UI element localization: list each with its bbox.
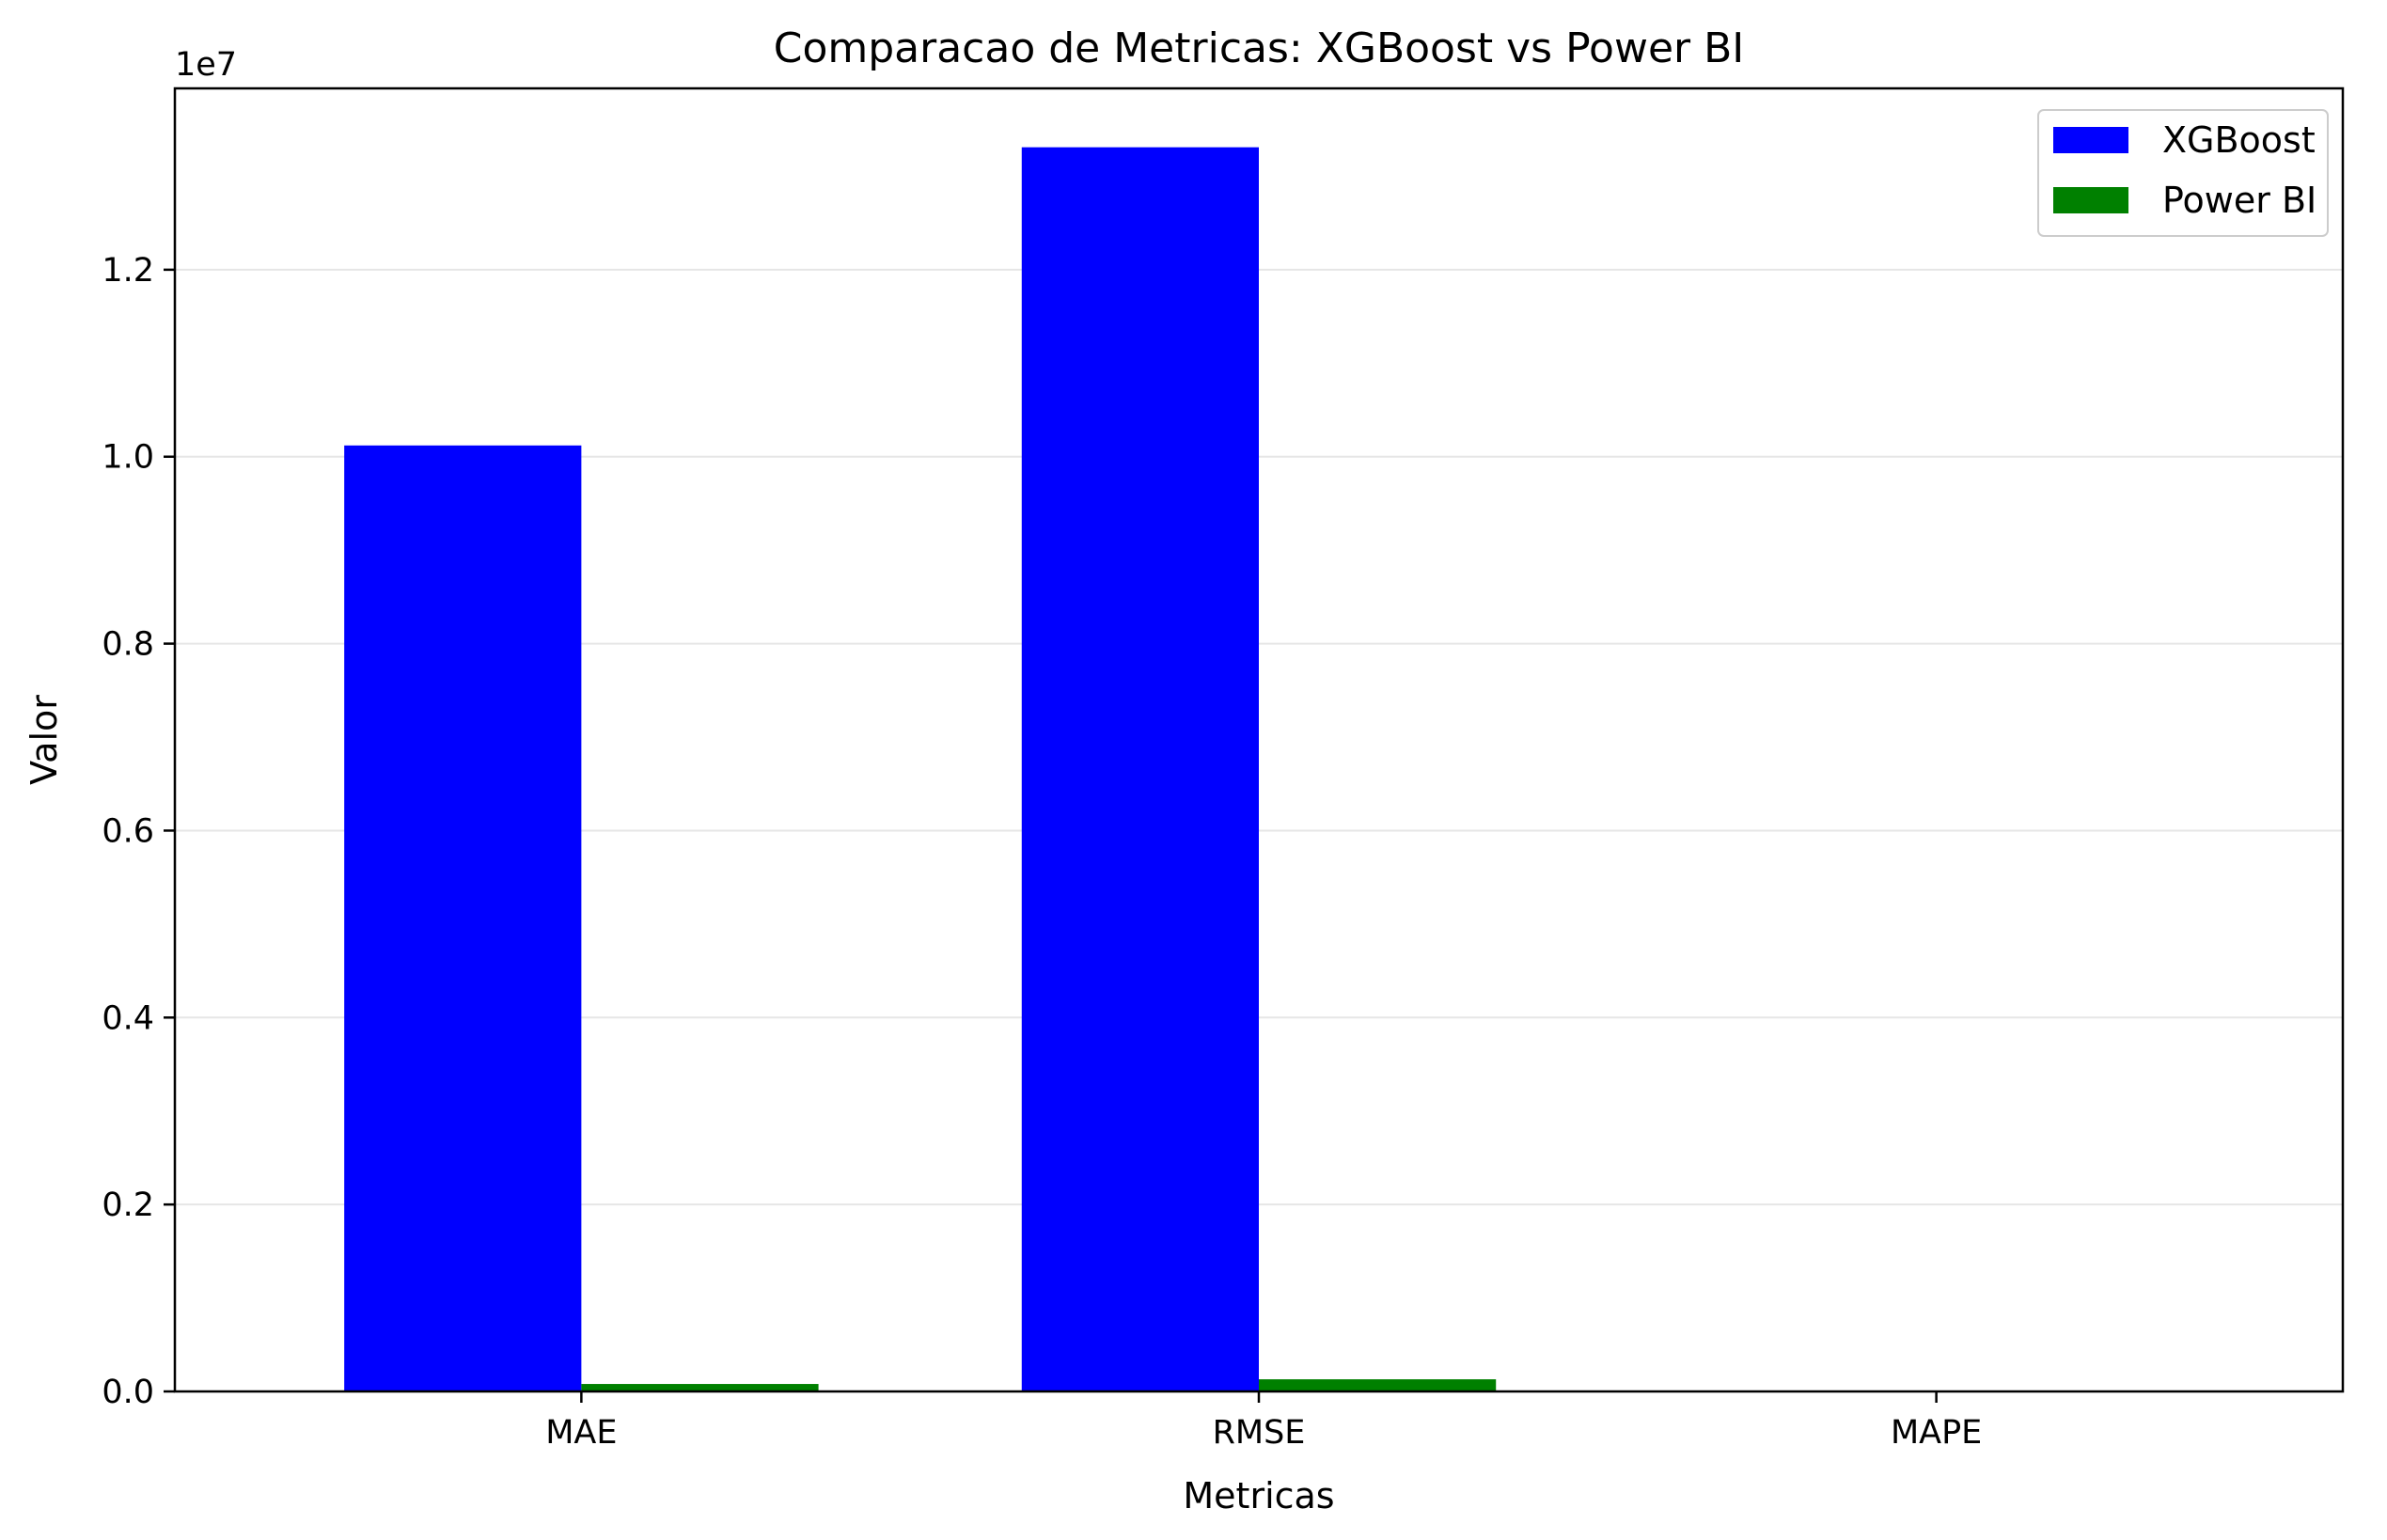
- legend-label-power-bi: Power BI: [2162, 180, 2316, 221]
- y-tick-label: 0.2: [102, 1186, 154, 1224]
- y-axis-offset-text: 1e7: [175, 46, 237, 84]
- legend: XGBoost Power BI: [2037, 109, 2329, 237]
- bar-xgboost-mae: [344, 445, 582, 1391]
- y-axis-label: Valor: [24, 695, 65, 785]
- x-tick-label-mape: MAPE: [1891, 1414, 1982, 1452]
- bar-power-bi-mae: [581, 1384, 819, 1391]
- bar-xgboost-rmse: [1021, 147, 1259, 1392]
- legend-swatch-power-bi: [2053, 187, 2128, 213]
- legend-label-xgboost: XGBoost: [2162, 119, 2316, 161]
- y-tick-label: 0.4: [102, 999, 154, 1037]
- y-tick-label: 1.2: [102, 252, 154, 290]
- bars: [344, 147, 2174, 1392]
- legend-items: XGBoost Power BI: [2053, 119, 2316, 221]
- y-tick-label: 1.0: [102, 439, 154, 477]
- x-tick-label-mae: MAE: [545, 1414, 617, 1452]
- y-tick-label: 0.6: [102, 812, 154, 850]
- y-tick-label: 0.0: [102, 1374, 154, 1411]
- x-ticks: MAE RMSE MAPE: [545, 1391, 1982, 1452]
- x-tick-label-rmse: RMSE: [1213, 1414, 1306, 1452]
- x-axis-label: Metricas: [1183, 1475, 1334, 1516]
- legend-swatch-xgboost: [2053, 127, 2128, 153]
- y-ticks: 0.0 0.2 0.4 0.6 0.8 1.0 1.2: [102, 252, 175, 1411]
- y-tick-label: 0.8: [102, 626, 154, 664]
- chart-title: Comparacao de Metricas: XGBoost vs Power…: [774, 24, 1745, 72]
- bar-power-bi-rmse: [1259, 1379, 1497, 1391]
